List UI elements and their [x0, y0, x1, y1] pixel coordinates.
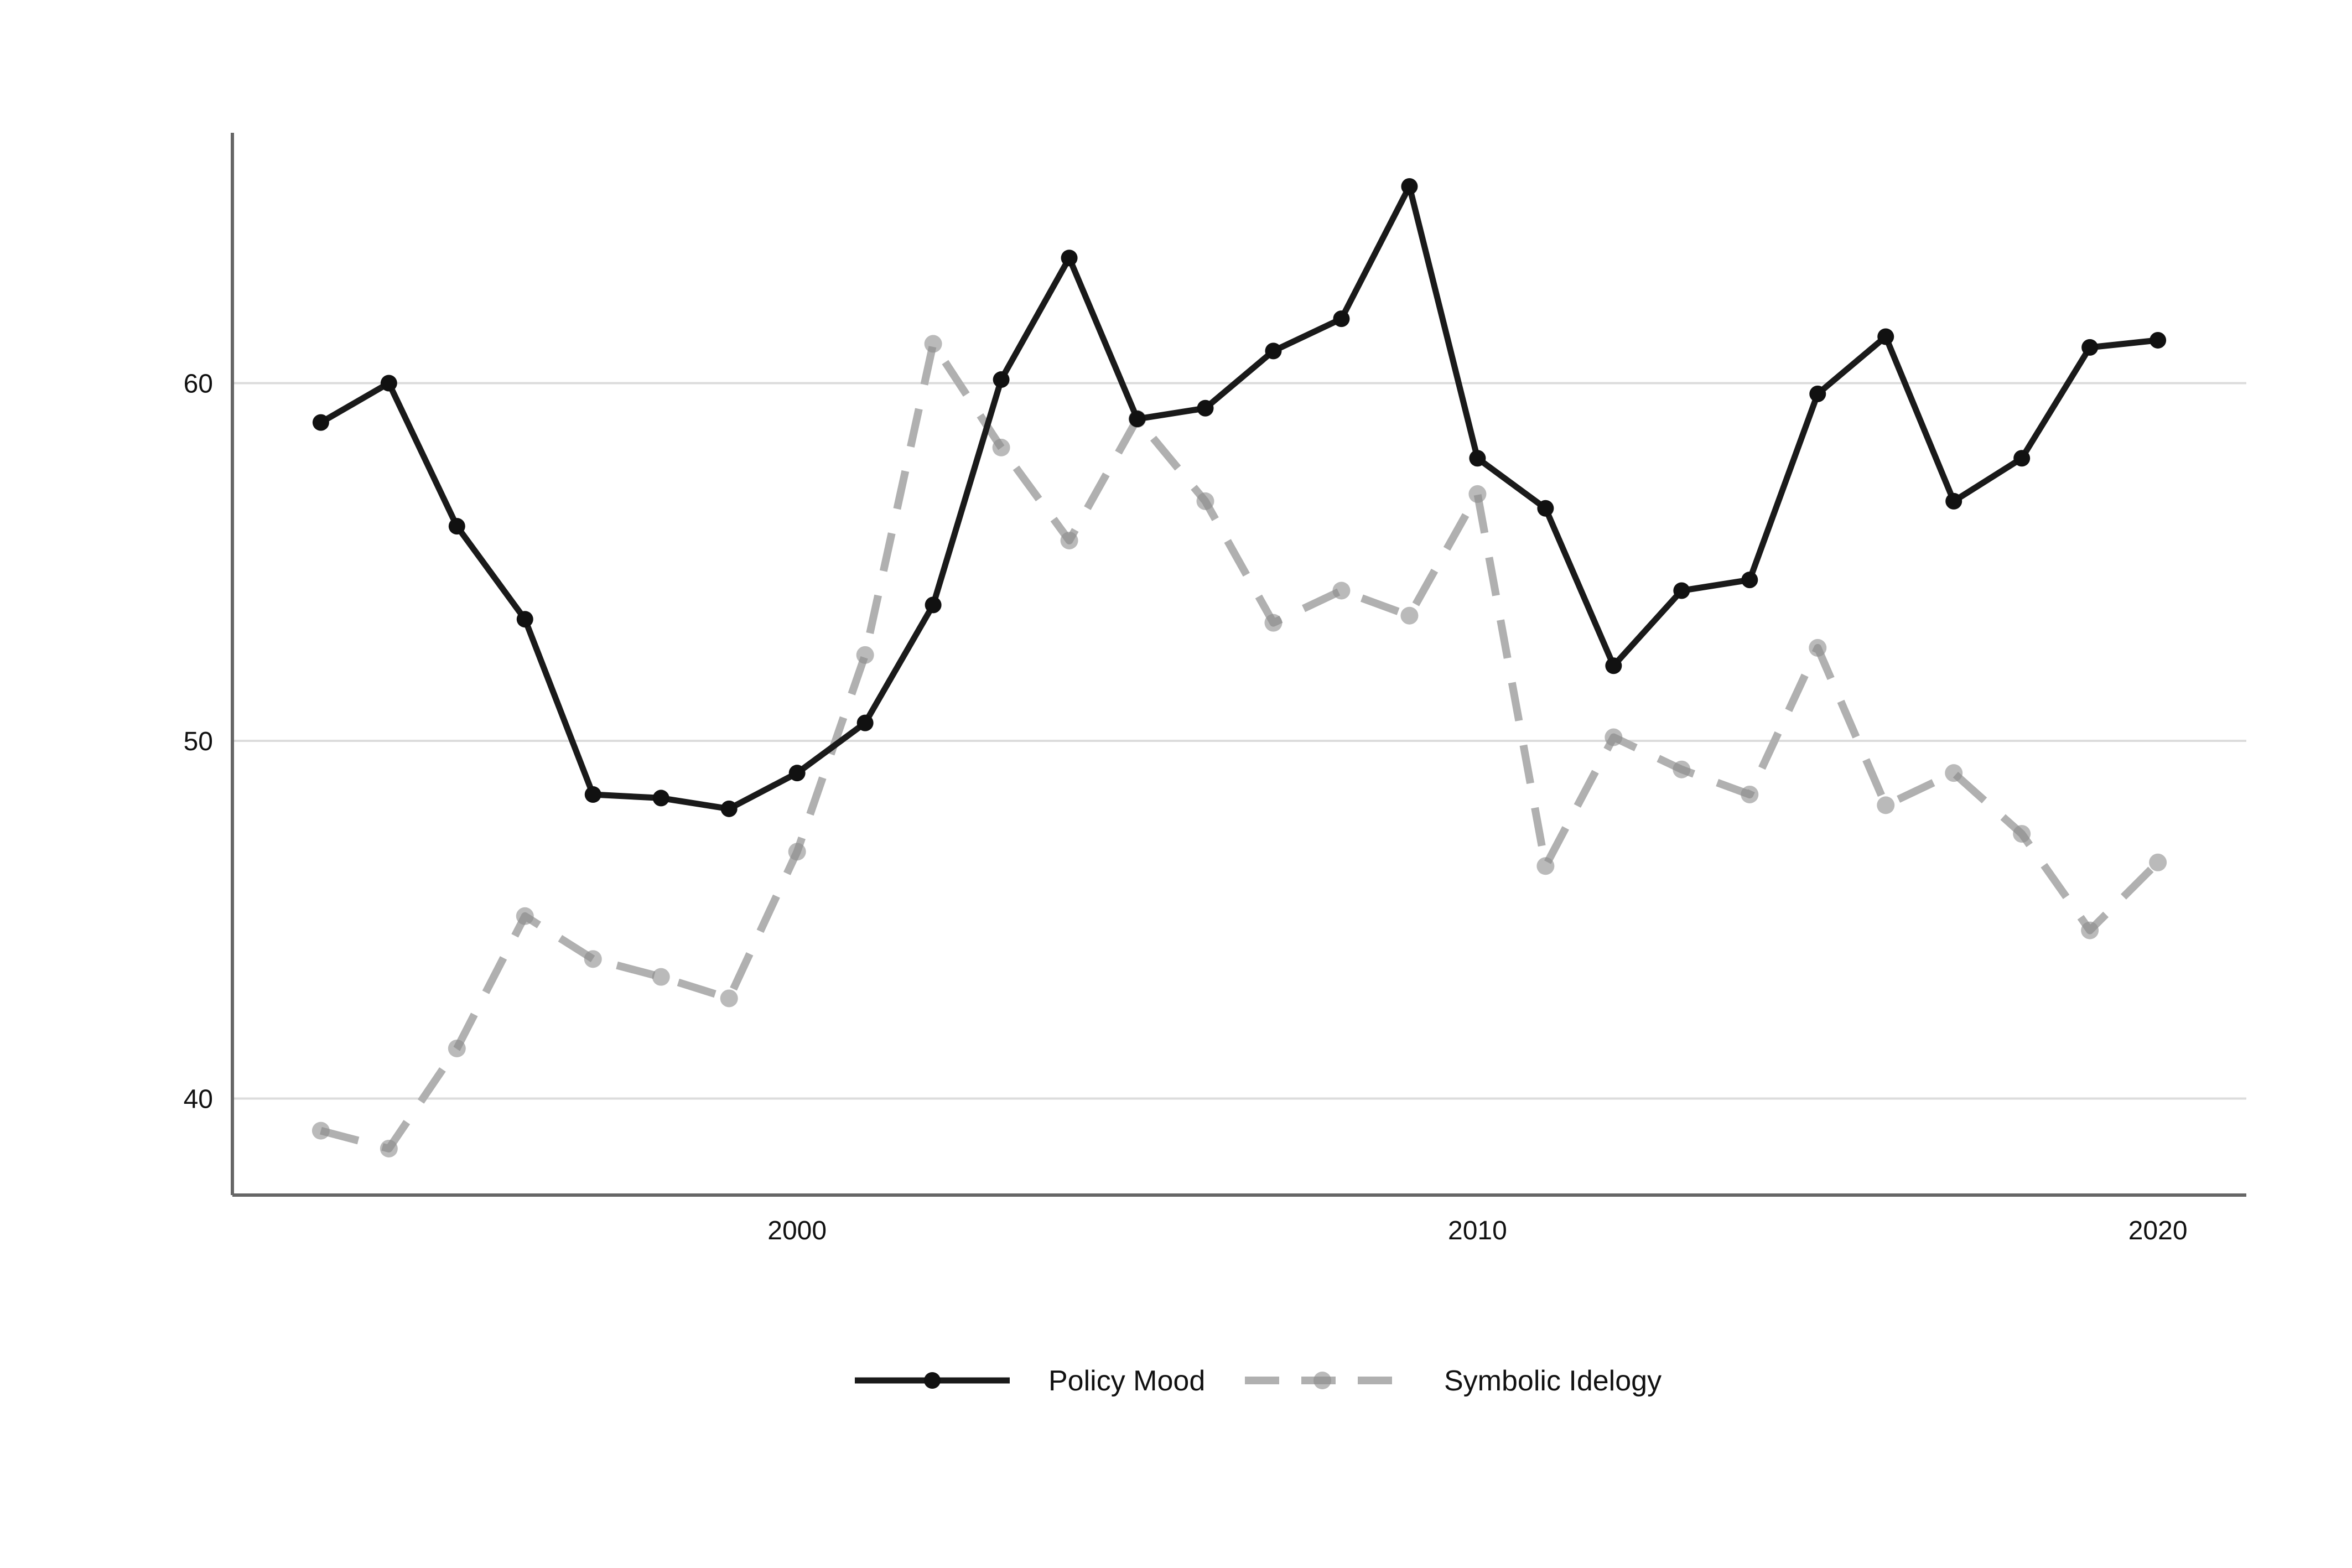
data-point-policy-mood-2007 [1265, 342, 1282, 360]
data-point-symbolic-idelogy-2016 [1877, 796, 1895, 814]
data-point-symbolic-idelogy-2006 [1196, 492, 1214, 510]
data-point-policy-mood-2019 [2081, 339, 2099, 356]
data-point-symbolic-idelogy-1998 [652, 968, 670, 986]
data-point-symbolic-idelogy-1996 [516, 907, 534, 925]
data-point-symbolic-idelogy-2002 [924, 335, 942, 353]
data-point-policy-mood-2016 [1877, 328, 1894, 345]
legend-label-policy-mood: Policy Mood [1048, 1365, 1205, 1397]
data-point-policy-mood-2010 [1469, 450, 1486, 467]
data-point-policy-mood-2000 [788, 765, 806, 782]
data-point-symbolic-idelogy-2014 [1741, 785, 1759, 803]
data-point-symbolic-idelogy-2003 [992, 438, 1010, 456]
legend-swatch-point-symbolic-idelogy [1313, 1372, 1331, 1389]
data-point-symbolic-idelogy-1999 [720, 989, 738, 1008]
data-point-policy-mood-2015 [1809, 385, 1826, 402]
data-point-policy-mood-1998 [652, 790, 669, 807]
data-point-symbolic-idelogy-2019 [2081, 921, 2099, 939]
data-point-policy-mood-2005 [1129, 411, 1146, 428]
data-point-policy-mood-1995 [448, 518, 465, 535]
data-point-policy-mood-2012 [1605, 657, 1622, 674]
x-tick-label-2020: 2020 [2128, 1216, 2188, 1245]
data-point-symbolic-idelogy-2001 [856, 646, 874, 664]
legend-label-symbolic-idelogy: Symbolic Idelogy [1444, 1365, 1662, 1397]
data-point-symbolic-idelogy-1995 [448, 1039, 466, 1057]
data-point-symbolic-idelogy-2008 [1332, 581, 1351, 600]
series-line-policy-mood [319, 183, 2158, 812]
data-point-symbolic-idelogy-2010 [1468, 485, 1487, 503]
data-point-policy-mood-1997 [584, 786, 601, 803]
data-point-symbolic-idelogy-2011 [1536, 857, 1555, 875]
y-tick-label-40: 40 [184, 1084, 213, 1114]
data-point-symbolic-idelogy-2000 [788, 843, 806, 861]
data-point-symbolic-idelogy-2020 [2149, 853, 2167, 871]
data-point-policy-mood-2013 [1673, 582, 1690, 599]
data-point-symbolic-idelogy-1993 [311, 1122, 330, 1140]
data-point-symbolic-idelogy-2007 [1264, 614, 1283, 632]
data-point-policy-mood-2018 [2013, 450, 2031, 467]
data-point-policy-mood-2006 [1197, 399, 1214, 417]
legend-swatch-point-policy-mood [924, 1372, 941, 1389]
data-point-policy-mood-2003 [993, 371, 1010, 388]
data-point-policy-mood-2001 [856, 714, 874, 731]
series-layer [311, 178, 2167, 1157]
data-point-symbolic-idelogy-2018 [2013, 825, 2031, 843]
data-point-policy-mood-1994 [380, 375, 397, 392]
y-tick-label-50: 50 [184, 727, 213, 756]
data-point-symbolic-idelogy-1994 [380, 1139, 398, 1157]
legend: Policy Mood Symbolic Idelogy [855, 1365, 1662, 1397]
tick-labels: 40 50 60 2000 2010 2020 [184, 370, 2188, 1245]
data-point-policy-mood-1999 [720, 800, 738, 817]
series-line-symbolic-idelogy [320, 340, 2161, 1152]
data-point-policy-mood-2002 [925, 596, 942, 614]
axes [231, 133, 2246, 1197]
data-point-symbolic-idelogy-2015 [1809, 638, 1827, 657]
data-point-symbolic-idelogy-2013 [1673, 760, 1691, 778]
data-point-policy-mood-1993 [312, 414, 329, 431]
data-point-policy-mood-1996 [516, 611, 533, 628]
x-tick-label-2010: 2010 [1448, 1216, 1507, 1245]
data-point-policy-mood-2014 [1741, 572, 1758, 589]
gridlines [232, 382, 2246, 1100]
data-point-policy-mood-2020 [2149, 331, 2167, 349]
x-tick-label-2000: 2000 [767, 1216, 827, 1245]
data-point-symbolic-idelogy-2017 [1945, 764, 1963, 782]
data-point-symbolic-idelogy-2012 [1605, 728, 1623, 746]
data-point-symbolic-idelogy-1997 [584, 950, 602, 968]
data-point-symbolic-idelogy-2009 [1400, 606, 1419, 625]
data-point-symbolic-idelogy-2004 [1060, 531, 1078, 549]
data-point-policy-mood-2004 [1061, 250, 1078, 267]
data-point-policy-mood-2009 [1401, 178, 1418, 195]
data-point-policy-mood-2017 [1945, 492, 1962, 510]
data-point-policy-mood-2011 [1537, 500, 1554, 517]
data-point-policy-mood-2008 [1333, 310, 1350, 328]
y-tick-label-60: 60 [184, 370, 213, 399]
